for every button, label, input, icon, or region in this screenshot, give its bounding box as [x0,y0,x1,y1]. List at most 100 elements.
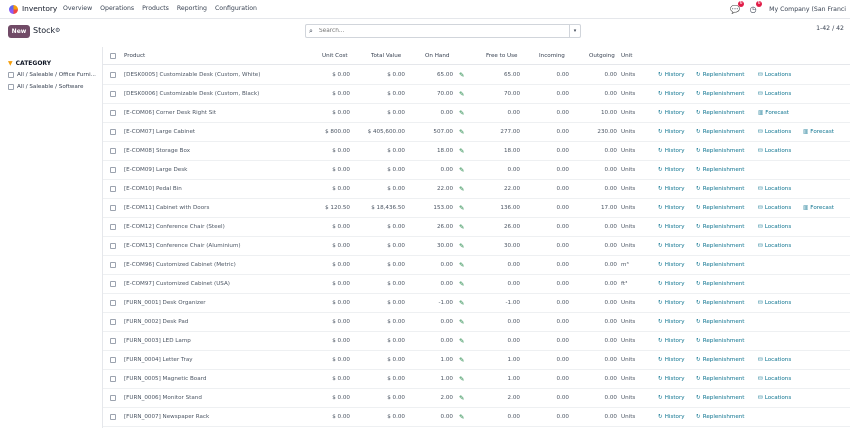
history-button[interactable]: ↻ History [658,205,685,211]
edit-quantity-icon[interactable]: ✎ [459,299,465,307]
menu-operations[interactable]: Operations [100,5,135,12]
row-checkbox[interactable] [110,414,116,420]
edit-quantity-icon[interactable]: ✎ [459,166,465,174]
replenishment-button[interactable]: ↻ Replenishment [696,129,745,135]
search-icon[interactable]: ⌕ [309,27,313,35]
replenishment-button[interactable]: ↻ Replenishment [696,205,745,211]
forecast-button[interactable]: ▥ Forecast [758,110,789,116]
col-unit[interactable]: Unit [621,53,633,59]
app-name[interactable]: Inventory [22,4,58,13]
table-row[interactable]: [DESK0005] Customizable Desk (Custom, Wh… [103,66,850,85]
edit-quantity-icon[interactable]: ✎ [459,242,465,250]
row-checkbox[interactable] [110,319,116,325]
row-checkbox[interactable] [110,243,116,249]
history-button[interactable]: ↻ History [658,357,685,363]
col-unit-cost[interactable]: Unit Cost [322,53,348,59]
history-button[interactable]: ↻ History [658,224,685,230]
history-button[interactable]: ↻ History [658,110,685,116]
history-button[interactable]: ↻ History [658,262,685,268]
col-on-hand[interactable]: On Hand [425,53,450,59]
edit-quantity-icon[interactable]: ✎ [459,261,465,269]
locations-button[interactable]: ⛁ Locations [758,376,791,382]
table-row[interactable]: [E-COM07] Large Cabinet $ 800.00 $ 405,600… [103,123,850,142]
row-checkbox[interactable] [110,148,116,154]
replenishment-button[interactable]: ↻ Replenishment [696,281,745,287]
row-checkbox[interactable] [110,300,116,306]
locations-button[interactable]: ⛁ Locations [758,395,791,401]
table-row[interactable]: [E-COM97] Customized Cabinet (USA) $ 0.00… [103,275,850,294]
table-row[interactable]: [FURN_0004] Letter Tray $ 0.00 $ 0.00 1.00 1… [103,351,850,370]
checkbox[interactable] [8,84,14,90]
forecast-button[interactable]: ▥ Forecast [803,205,834,211]
history-button[interactable]: ↻ History [658,148,685,154]
replenishment-button[interactable]: ↻ Replenishment [696,167,745,173]
row-checkbox[interactable] [110,262,116,268]
edit-quantity-icon[interactable]: ✎ [459,375,465,383]
locations-button[interactable]: ⛁ Locations [758,300,791,306]
locations-button[interactable]: ⛁ Locations [758,91,791,97]
messages-icon[interactable]: 💬 6 [730,1,745,14]
history-button[interactable]: ↻ History [658,129,685,135]
history-button[interactable]: ↻ History [658,338,685,344]
edit-quantity-icon[interactable]: ✎ [459,337,465,345]
row-checkbox[interactable] [110,357,116,363]
table-row[interactable]: [E-COM10] Pedal Bin $ 0.00 $ 0.00 22.00 22.0… [103,180,850,199]
menu-configuration[interactable]: Configuration [214,5,257,12]
locations-button[interactable]: ⛁ Locations [758,129,791,135]
menu-products[interactable]: Products [142,5,169,12]
locations-button[interactable]: ⛁ Locations [758,357,791,363]
forecast-button[interactable]: ▥ Forecast [803,129,834,135]
history-button[interactable]: ↻ History [658,414,685,420]
history-button[interactable]: ↻ History [658,186,685,192]
replenishment-button[interactable]: ↻ Replenishment [696,395,745,401]
history-button[interactable]: ↻ History [658,319,685,325]
edit-quantity-icon[interactable]: ✎ [459,413,465,421]
history-button[interactable]: ↻ History [658,91,685,97]
table-row[interactable]: [FURN_0005] Magnetic Board $ 0.00 $ 0.00 1.… [103,370,850,389]
edit-quantity-icon[interactable]: ✎ [459,109,465,117]
select-all-checkbox[interactable] [110,53,116,59]
edit-quantity-icon[interactable]: ✎ [459,147,465,155]
table-row[interactable]: [FURN_0007] Newspaper Rack $ 0.00 $ 0.00 0.… [103,408,850,427]
row-checkbox[interactable] [110,224,116,230]
row-checkbox[interactable] [110,129,116,135]
table-row[interactable]: [E-COM11] Cabinet with Doors $ 120.50 $ 18… [103,199,850,218]
menu-reporting[interactable]: Reporting [176,5,207,12]
table-row[interactable]: [E-COM09] Large Desk $ 0.00 $ 0.00 0.00 0.00… [103,161,850,180]
locations-button[interactable]: ⛁ Locations [758,224,791,230]
row-checkbox[interactable] [110,395,116,401]
menu-overview[interactable]: Overview [63,5,93,12]
row-checkbox[interactable] [110,376,116,382]
table-row[interactable]: [E-COM12] Conference Chair (Steel) $ 0.00… [103,218,850,237]
replenishment-button[interactable]: ↻ Replenishment [696,224,745,230]
table-row[interactable]: [DESK0006] Customizable Desk (Custom, Bl… [103,85,850,104]
locations-button[interactable]: ⛁ Locations [758,205,791,211]
row-checkbox[interactable] [110,167,116,173]
history-button[interactable]: ↻ History [658,72,685,78]
table-row[interactable]: [FURN_0002] Desk Pad $ 0.00 $ 0.00 0.00 0.00… [103,313,850,332]
activity-clock-icon[interactable]: ◷ 6 [749,1,763,14]
edit-quantity-icon[interactable]: ✎ [459,356,465,364]
col-incoming[interactable]: Incoming [539,53,565,59]
company-switcher[interactable]: My Company (San Franci [769,5,846,13]
table-row[interactable]: [FURN_0003] LED Lamp $ 0.00 $ 0.00 0.00 0.00… [103,332,850,351]
row-checkbox[interactable] [110,281,116,287]
edit-quantity-icon[interactable]: ✎ [459,128,465,136]
history-button[interactable]: ↻ History [658,167,685,173]
replenishment-button[interactable]: ↻ Replenishment [696,414,745,420]
table-row[interactable]: [FURN_0001] Desk Organizer $ 0.00 $ 0.00 -1… [103,294,850,313]
edit-quantity-icon[interactable]: ✎ [459,394,465,402]
replenishment-button[interactable]: ↻ Replenishment [696,319,745,325]
table-row[interactable]: [E-COM96] Customized Cabinet (Metric) $ 0… [103,256,850,275]
replenishment-button[interactable]: ↻ Replenishment [696,148,745,154]
edit-quantity-icon[interactable]: ✎ [459,90,465,98]
row-checkbox[interactable] [110,186,116,192]
replenishment-button[interactable]: ↻ Replenishment [696,262,745,268]
edit-quantity-icon[interactable]: ✎ [459,204,465,212]
history-button[interactable]: ↻ History [658,243,685,249]
pager-value[interactable]: 1-42 / 42 [816,25,844,32]
replenishment-button[interactable]: ↻ Replenishment [696,300,745,306]
col-free-to-use[interactable]: Free to Use [486,53,518,59]
category-item[interactable]: All / Saleable / Office Furni... [8,72,96,78]
category-item[interactable]: All / Saleable / Software [8,84,83,90]
